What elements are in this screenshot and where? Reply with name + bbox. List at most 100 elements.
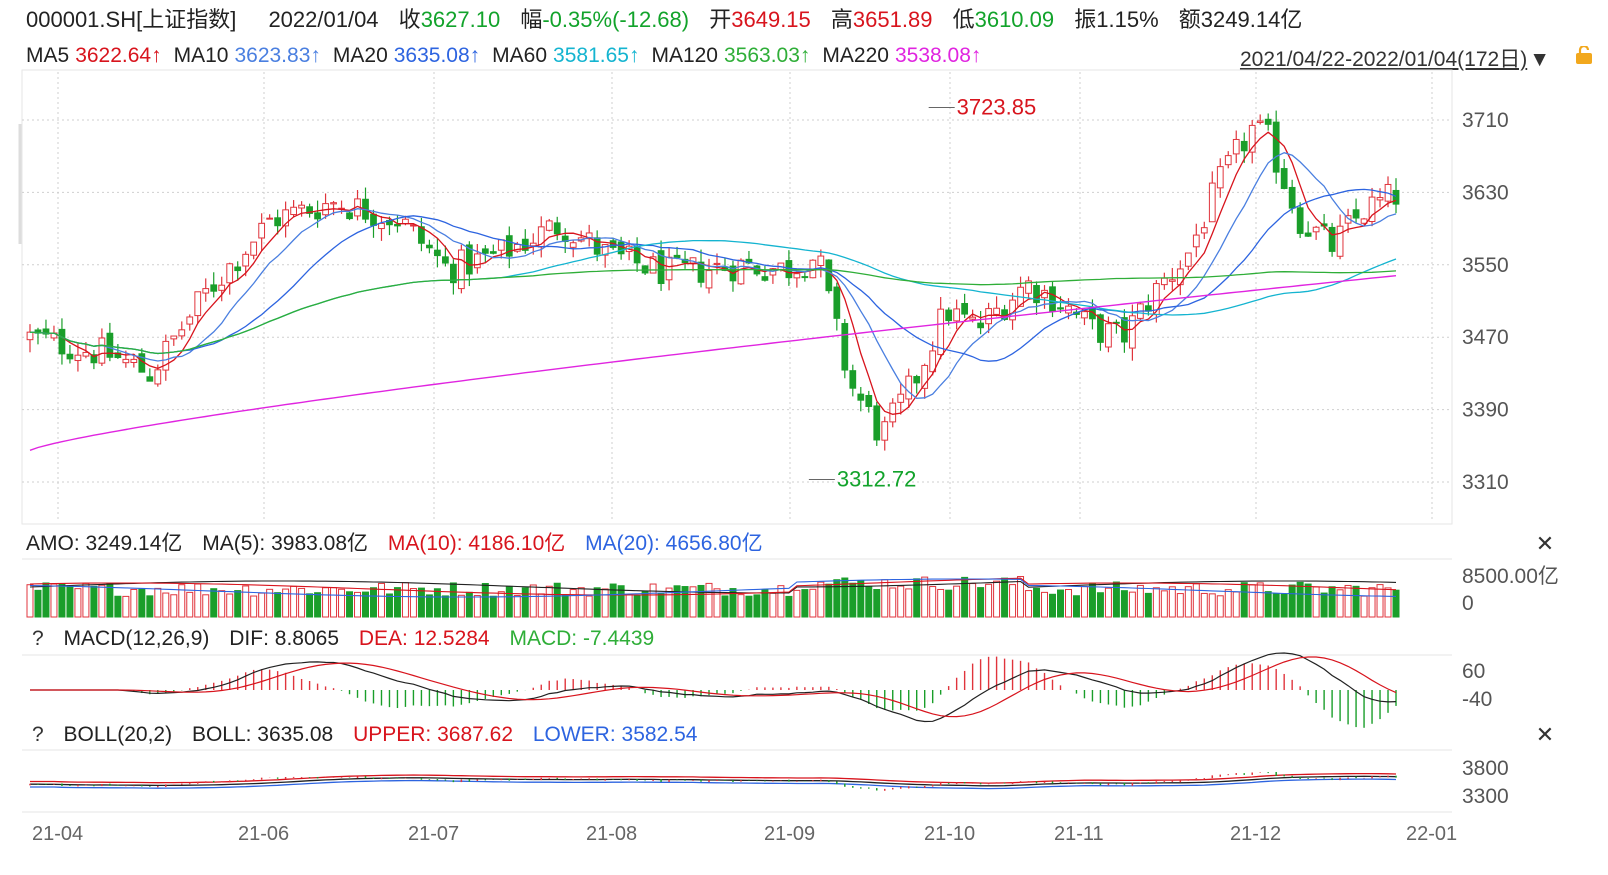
amo-bar xyxy=(106,582,114,618)
amo-bar xyxy=(1272,593,1280,618)
amo-bar xyxy=(1240,582,1248,618)
amo-bar xyxy=(577,587,585,618)
ma120-line xyxy=(29,268,1397,355)
candle-body xyxy=(985,308,992,325)
amo-bar xyxy=(1104,587,1112,618)
candle-body xyxy=(865,395,873,407)
candle-body xyxy=(1360,218,1368,224)
x-tick-21-10: 21-10 xyxy=(924,823,975,845)
ma-label-ma60: MA60 xyxy=(492,44,548,67)
candle-body xyxy=(1376,197,1384,201)
lock-icon[interactable] xyxy=(1574,46,1594,64)
amo-bar xyxy=(793,589,801,618)
high-annotation: 3723.85 xyxy=(957,94,1037,119)
candle-body xyxy=(881,421,889,441)
candle-body xyxy=(1384,183,1392,202)
amo-bar xyxy=(370,587,377,618)
candle-body xyxy=(218,284,226,291)
candle-body xyxy=(769,268,777,276)
candle-body xyxy=(1272,121,1280,173)
amo-bar xyxy=(881,579,889,618)
open-value: 3649.15 xyxy=(731,7,811,32)
amo-ma-line xyxy=(29,580,1397,594)
amo-bar xyxy=(841,577,849,618)
amo-bar xyxy=(1184,586,1192,618)
amo-bar xyxy=(1232,591,1240,618)
candle-body xyxy=(745,258,753,264)
candle-body xyxy=(450,263,457,284)
candle-body xyxy=(242,253,250,267)
date-range-selector[interactable]: 2021/04/22-2022/01/04(172日)▼ xyxy=(1240,43,1550,73)
amo-bar xyxy=(521,587,529,618)
ma-value-ma20: 3635.08↑ xyxy=(393,44,481,67)
candle-body xyxy=(1113,321,1120,324)
amo-bar xyxy=(993,580,1001,618)
amo-close-button[interactable]: ✕ xyxy=(1535,531,1555,556)
amo-bar xyxy=(322,587,330,618)
amo-bar xyxy=(633,595,641,618)
amo-bar xyxy=(385,593,393,618)
candle-body xyxy=(1017,286,1024,307)
candle-body xyxy=(961,303,969,315)
amo-bar xyxy=(114,595,122,618)
macd-dea: DEA: 12.5284 xyxy=(358,627,490,650)
amo-bar xyxy=(1033,587,1041,618)
candle-body xyxy=(426,244,433,249)
high-label: 高 xyxy=(830,7,853,32)
candle-body xyxy=(601,244,609,256)
amo-tick-top: 8500.00亿 xyxy=(1462,565,1559,588)
amo-bar xyxy=(641,590,649,618)
amo-bar xyxy=(282,588,290,618)
amo-bar xyxy=(210,588,218,618)
candle-body xyxy=(122,358,130,364)
candle-body xyxy=(537,226,545,248)
candle-body xyxy=(705,270,713,289)
candle-body xyxy=(1129,315,1136,349)
candle-body xyxy=(689,257,697,264)
candle-body xyxy=(178,329,186,337)
candle-body xyxy=(1280,168,1288,189)
amo-bar xyxy=(441,595,449,618)
amo-bar xyxy=(1336,589,1344,618)
candle-body xyxy=(489,251,497,254)
candle-body xyxy=(585,232,593,240)
boll-close-button[interactable]: ✕ xyxy=(1535,722,1555,747)
candle-body xyxy=(657,250,665,285)
amo-bar xyxy=(689,586,697,618)
boll-help-button[interactable]: ? xyxy=(32,723,44,746)
candle-body xyxy=(457,249,465,290)
candle-body xyxy=(114,352,122,359)
candle-body xyxy=(442,256,449,264)
amo-bar xyxy=(58,583,66,618)
amo-bar xyxy=(625,593,633,618)
candle-body xyxy=(737,259,745,285)
amo-bar xyxy=(937,588,945,618)
ma-legend: MA5 3622.64↑ MA10 3623.83↑ MA20 3635.08↑ MA60 3… xyxy=(26,42,981,70)
candle-body xyxy=(370,213,377,226)
ma5-line xyxy=(29,131,1397,415)
amo-bar xyxy=(130,588,138,618)
amo-bar xyxy=(537,593,545,618)
amo-bar xyxy=(1120,590,1128,618)
y-tick-3710: 3710 xyxy=(1462,109,1509,132)
candle-body xyxy=(545,220,553,231)
amo-bar xyxy=(1264,591,1272,618)
candle-body xyxy=(1312,226,1320,233)
candle-body xyxy=(673,254,681,259)
amo-bar xyxy=(1208,593,1216,618)
candle-body xyxy=(1009,299,1016,321)
amo-bar xyxy=(377,582,385,618)
amo-bar xyxy=(266,588,274,618)
candle-body xyxy=(402,218,409,225)
amplitude-value: 1.15% xyxy=(1096,7,1159,32)
amo-bar xyxy=(306,593,314,618)
candle-body xyxy=(1336,225,1344,257)
amount-value: 3249.14亿 xyxy=(1200,7,1303,32)
macd-help-button[interactable]: ? xyxy=(32,627,44,650)
candle-body xyxy=(841,323,849,371)
amo-bar xyxy=(1256,582,1264,618)
amo-bar xyxy=(1320,592,1328,618)
candle-body xyxy=(937,308,945,356)
amo-bar xyxy=(801,589,809,618)
candle-body xyxy=(1160,277,1168,286)
